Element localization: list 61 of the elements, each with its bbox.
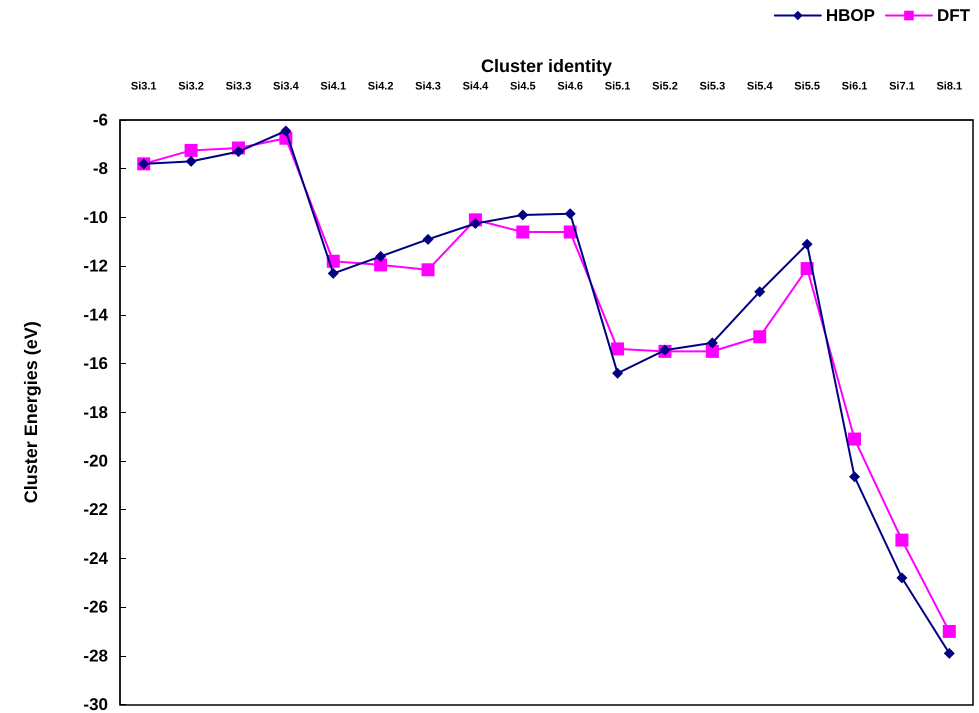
point — [422, 234, 434, 245]
point — [706, 337, 718, 348]
legend-label: HBOP — [826, 6, 875, 25]
x-tick-label: Si4.6 — [557, 80, 584, 92]
y-tick-label: -30 — [83, 695, 108, 713]
y-tick-label: -22 — [83, 500, 108, 520]
y-tick-label: -14 — [83, 305, 109, 324]
x-tick-label: Si4.3 — [415, 80, 441, 92]
x-tick-label: Si4.5 — [510, 80, 536, 92]
y-tick-label: -10 — [83, 208, 108, 227]
point — [706, 344, 719, 358]
y-tick-label: -6 — [92, 110, 108, 130]
x-tick-label: Si5.1 — [604, 80, 630, 92]
x-tick-label: Si8.1 — [936, 80, 962, 92]
x-tick-label: Si3.4 — [273, 80, 300, 92]
x-tick-label: Si6.1 — [842, 80, 868, 92]
point — [896, 572, 908, 584]
point — [280, 125, 292, 136]
y-tick-label: -24 — [83, 548, 109, 568]
point — [186, 156, 197, 167]
legend-label: DFT — [936, 6, 971, 25]
point — [422, 263, 435, 276]
x-tick-label: Si3.1 — [130, 80, 157, 92]
point — [802, 238, 813, 250]
point — [942, 624, 956, 638]
y-tick-label: -26 — [83, 598, 108, 617]
y-tick-label: -16 — [83, 354, 108, 374]
x-tick-label: Si5.3 — [700, 80, 726, 92]
y-axis-title: Cluster Energies (eV) — [21, 321, 41, 504]
point — [849, 471, 860, 482]
y-tick-label: -28 — [83, 646, 108, 666]
x-tick-label: Si5.5 — [794, 80, 820, 92]
x-tick-label: Si3.3 — [226, 80, 252, 92]
y-tick-label: -8 — [92, 159, 108, 178]
point — [516, 226, 530, 239]
y-tick-label: -12 — [83, 256, 108, 276]
point — [374, 258, 388, 272]
y-tick-label: -20 — [83, 451, 108, 470]
point — [184, 144, 198, 157]
point — [470, 218, 481, 230]
x-tick-label: Si4.1 — [320, 80, 346, 92]
x-tick-label: Si4.2 — [368, 80, 394, 92]
x-tick-label: Si7.1 — [889, 80, 915, 92]
point — [944, 648, 955, 659]
point — [232, 146, 244, 158]
x-tick-label: Si4.4 — [462, 80, 490, 92]
y-tick-label: -18 — [83, 402, 108, 422]
point — [754, 286, 766, 298]
x-tick-label: Si5.2 — [652, 80, 678, 92]
point — [611, 342, 624, 356]
point — [848, 432, 862, 446]
point — [328, 268, 339, 279]
x-tick-label: Si5.4 — [746, 80, 774, 92]
point — [612, 368, 624, 379]
point — [517, 209, 528, 220]
x-tick-label: Si3.2 — [178, 80, 204, 92]
point — [375, 250, 386, 262]
point — [753, 330, 766, 344]
x-axis-title: Cluster identity — [480, 56, 612, 76]
point — [895, 534, 908, 547]
point — [564, 208, 576, 220]
